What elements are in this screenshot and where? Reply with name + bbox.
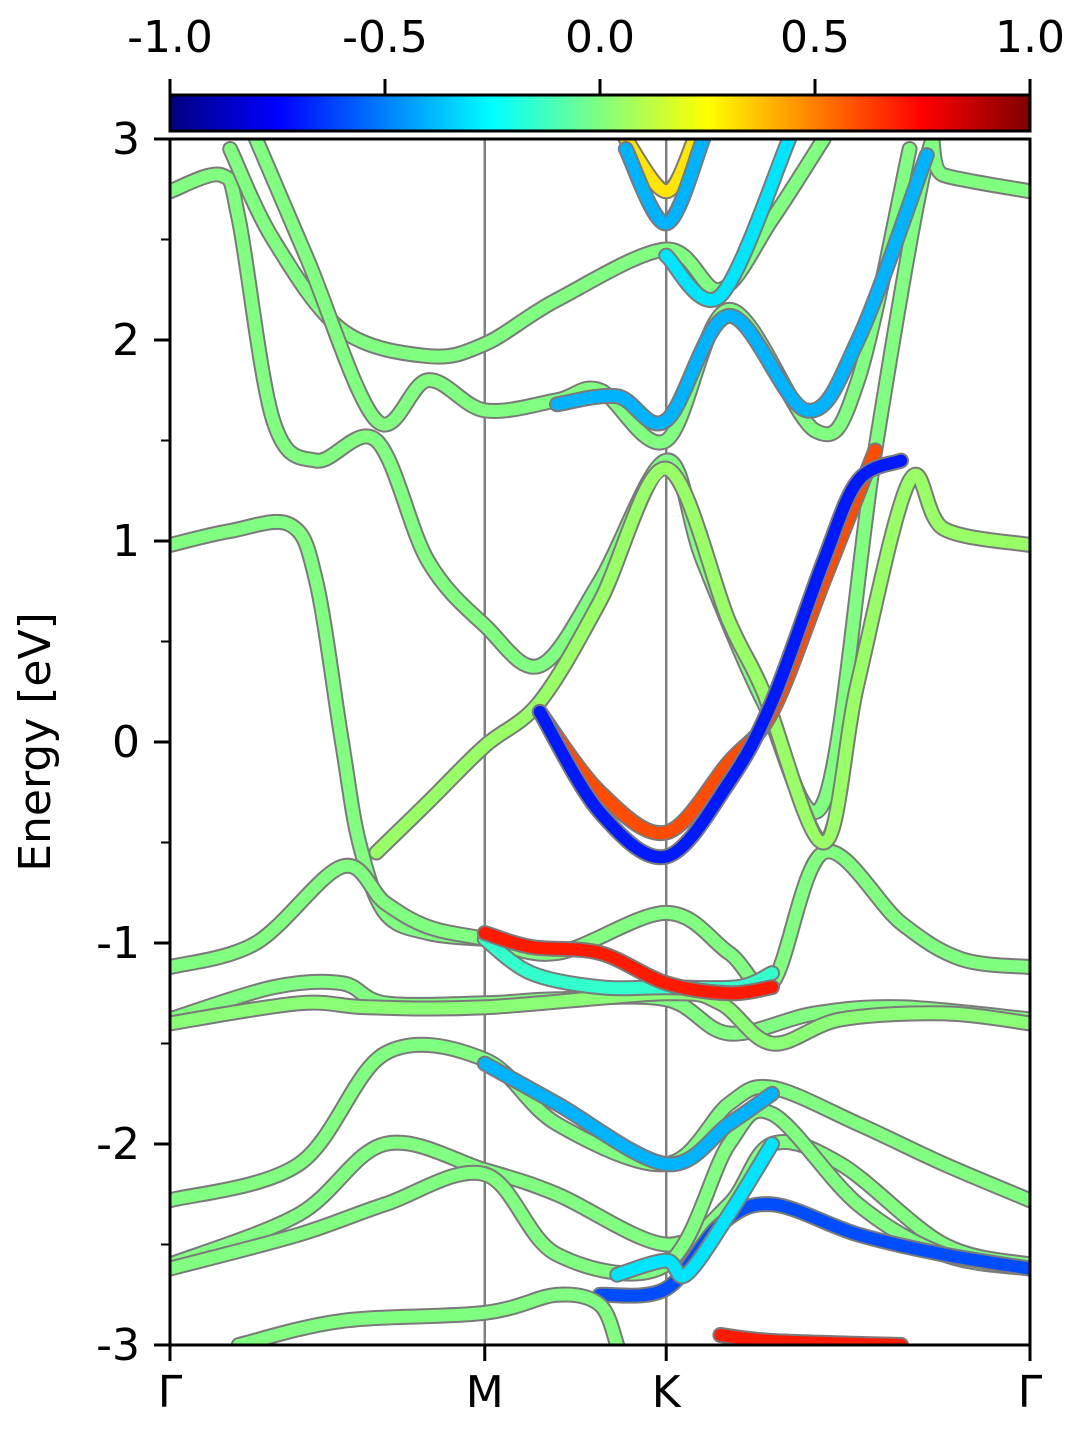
- band-line: [619, 139, 710, 230]
- colorbar-tick-label: 1.0: [995, 12, 1065, 63]
- y-tick-label: -1: [96, 918, 140, 969]
- band-line: [594, 1198, 1030, 1302]
- y-axis: 3 2 1 0 -1 -2 -3: [96, 114, 170, 1371]
- band-line: [611, 1138, 778, 1283]
- y-tick-label: 3: [112, 114, 140, 165]
- plot-area: 3 2 1 0 -1 -2 -3 Γ M K Γ: [96, 114, 1043, 1418]
- x-tick-label: Γ: [158, 1367, 183, 1418]
- band-line: [170, 515, 491, 945]
- band-line: [370, 462, 1030, 859]
- colorbar-gradient: [168, 93, 1032, 133]
- colorbar: -1.0 -0.5 0.0 0.5 1.0: [127, 12, 1065, 133]
- band-lines: [170, 139, 1030, 1345]
- band-line: [551, 149, 933, 430]
- band-line: [170, 1135, 1030, 1271]
- y-tick-label: -2: [96, 1119, 140, 1170]
- band-line: [170, 845, 1030, 994]
- x-tick-label: K: [652, 1367, 682, 1418]
- y-axis-label: Energy [eV]: [10, 612, 61, 872]
- band-outline: [549, 147, 935, 432]
- x-tick-label: Γ: [1018, 1367, 1043, 1418]
- band-line: [232, 1288, 624, 1345]
- colorbar-tick-label: -1.0: [127, 12, 213, 63]
- y-tick-label: 2: [112, 315, 140, 366]
- x-tick-label: M: [466, 1367, 504, 1418]
- band-line: [478, 1057, 778, 1171]
- y-tick-label: 1: [112, 516, 140, 567]
- y-tick-label: -3: [96, 1320, 140, 1371]
- colorbar-tick-label: -0.5: [342, 12, 428, 63]
- colorbar-ticks: -1.0 -0.5 0.0 0.5 1.0: [127, 12, 1065, 95]
- band-line: [533, 454, 907, 864]
- colorbar-tick-label: 0.0: [565, 12, 635, 63]
- band-line: [478, 927, 778, 1000]
- y-tick-label: 0: [112, 717, 140, 768]
- colorbar-tick-label: 0.5: [780, 12, 850, 63]
- band-line: [660, 139, 796, 306]
